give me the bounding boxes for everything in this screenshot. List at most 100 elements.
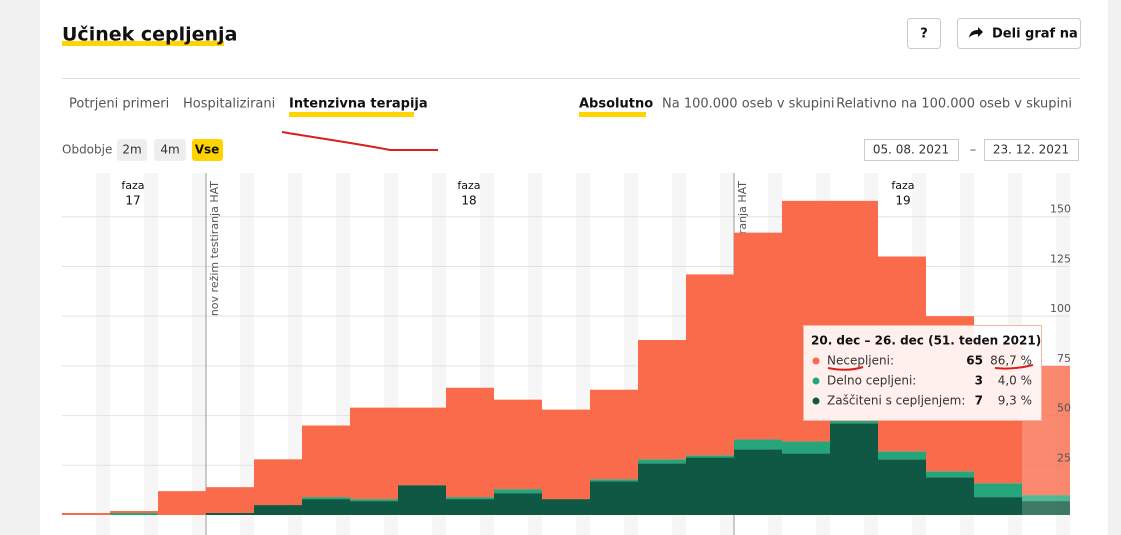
bar-segment xyxy=(1022,495,1070,502)
y-tick-label: 50 xyxy=(1057,402,1071,415)
bar-segment xyxy=(974,483,1022,498)
y-tick-label: 150 xyxy=(1050,203,1071,216)
legend-label: Zaščiteni s cepljenjem: xyxy=(827,394,965,408)
y-tick-label: 75 xyxy=(1057,352,1071,365)
bar-segment xyxy=(302,499,350,515)
date-from[interactable]: 05. 08. 2021 xyxy=(873,143,949,157)
period-label: Obdobje xyxy=(62,143,112,157)
bar-segment xyxy=(590,479,638,482)
bar-segment xyxy=(254,459,302,506)
mode-underline xyxy=(579,112,646,117)
bar-segment xyxy=(734,449,782,515)
bar-segment xyxy=(734,232,782,440)
stripe xyxy=(96,173,110,535)
bar-segment xyxy=(110,513,158,515)
annotation-stroke xyxy=(827,364,1034,371)
bar-segment xyxy=(830,423,878,515)
help-label[interactable]: ? xyxy=(920,27,928,42)
date-input[interactable] xyxy=(864,139,959,161)
tooltip-share: 9,3 % xyxy=(998,394,1032,408)
bar-segment xyxy=(590,481,638,515)
bar-segment xyxy=(254,505,302,515)
bar-segment xyxy=(542,409,590,500)
bar-segment xyxy=(206,513,254,515)
legend-label: Delno cepljeni: xyxy=(827,374,916,388)
period-option[interactable]: 4m xyxy=(160,143,179,157)
phase-label: faza xyxy=(891,179,914,192)
bar-segment xyxy=(398,485,446,515)
mode[interactable]: Na 100.000 oseb v skupini xyxy=(662,97,835,112)
mode[interactable]: Relativno na 100.000 oseb v skupini xyxy=(836,97,1072,112)
tab[interactable]: Potrjeni primeri xyxy=(69,97,169,112)
stripe xyxy=(192,173,206,535)
tooltip xyxy=(803,325,1042,421)
bar-segment xyxy=(686,274,734,456)
bar-segment xyxy=(446,387,494,498)
bar-segment xyxy=(734,439,782,450)
tooltip-value: 65 xyxy=(966,354,983,368)
phase-label: faza xyxy=(457,179,480,192)
bar-segment xyxy=(350,499,398,502)
mode-active[interactable]: Absolutno xyxy=(579,97,653,112)
bar-segment xyxy=(62,513,110,515)
bar-segment xyxy=(350,407,398,500)
date-input[interactable] xyxy=(984,139,1079,161)
bar-segment xyxy=(398,407,446,486)
title: Učinek cepljenja xyxy=(62,24,237,46)
period-button[interactable] xyxy=(117,139,147,161)
bar-segment xyxy=(878,451,926,460)
stripe xyxy=(288,173,302,535)
y-tick-label: 125 xyxy=(1050,252,1071,265)
bar-segment xyxy=(590,389,638,480)
bar-segment xyxy=(494,399,542,490)
date-sep: – xyxy=(970,143,977,158)
bar-segment xyxy=(302,425,350,498)
period-button[interactable] xyxy=(154,139,186,161)
bar-segment xyxy=(446,497,494,500)
stripe xyxy=(144,173,158,535)
bar-segment xyxy=(542,499,590,515)
bar-segment xyxy=(302,497,350,500)
tooltip-value: 7 xyxy=(975,394,983,408)
bar-segment xyxy=(926,471,974,478)
share-button[interactable] xyxy=(957,18,1081,49)
help-button[interactable] xyxy=(907,18,941,49)
period-option[interactable]: Vse xyxy=(195,143,220,157)
date-to[interactable]: 23. 12. 2021 xyxy=(993,143,1069,157)
bar-segment xyxy=(686,457,734,515)
annotation-stroke xyxy=(281,131,438,151)
phase-number: 19 xyxy=(895,194,910,208)
tab-active[interactable]: Intenzivna terapija xyxy=(289,97,428,112)
share-label[interactable]: Deli graf na xyxy=(992,27,1078,42)
bar-segment xyxy=(638,463,686,515)
bar-segment xyxy=(782,453,830,515)
legend-dot xyxy=(812,397,820,405)
bar-segment xyxy=(782,441,830,454)
period-button-active[interactable] xyxy=(192,139,223,161)
bar-segment xyxy=(110,511,158,514)
bar-segment xyxy=(926,477,974,515)
marker-label: nov režim testiranja HAT xyxy=(208,181,221,316)
tooltip-title: 20. dec – 26. dec (51. teden 2021) xyxy=(811,334,1041,348)
bar-segment xyxy=(1022,501,1070,515)
bar-segment xyxy=(638,459,686,464)
tooltip-value: 3 xyxy=(975,374,983,388)
tooltip-share: 4,0 % xyxy=(998,374,1032,388)
bar-segment xyxy=(446,499,494,515)
bar-segment xyxy=(206,487,254,514)
legend-dot xyxy=(812,377,820,385)
bar-segment xyxy=(350,501,398,515)
phase-label: faza xyxy=(121,179,144,192)
bar-segment xyxy=(494,493,542,515)
bar-segment xyxy=(638,340,686,460)
y-tick-label: 100 xyxy=(1050,302,1071,315)
tooltip-share: 86,7 % xyxy=(990,354,1032,368)
period-option[interactable]: 2m xyxy=(122,143,141,157)
phase-number: 17 xyxy=(125,194,140,208)
bar-segment xyxy=(974,497,1022,515)
bar-segment xyxy=(158,491,206,515)
y-tick-label: 25 xyxy=(1057,451,1071,464)
bar-segment xyxy=(686,455,734,458)
tab[interactable]: Hospitalizirani xyxy=(183,97,275,112)
legend-dot xyxy=(812,357,820,365)
